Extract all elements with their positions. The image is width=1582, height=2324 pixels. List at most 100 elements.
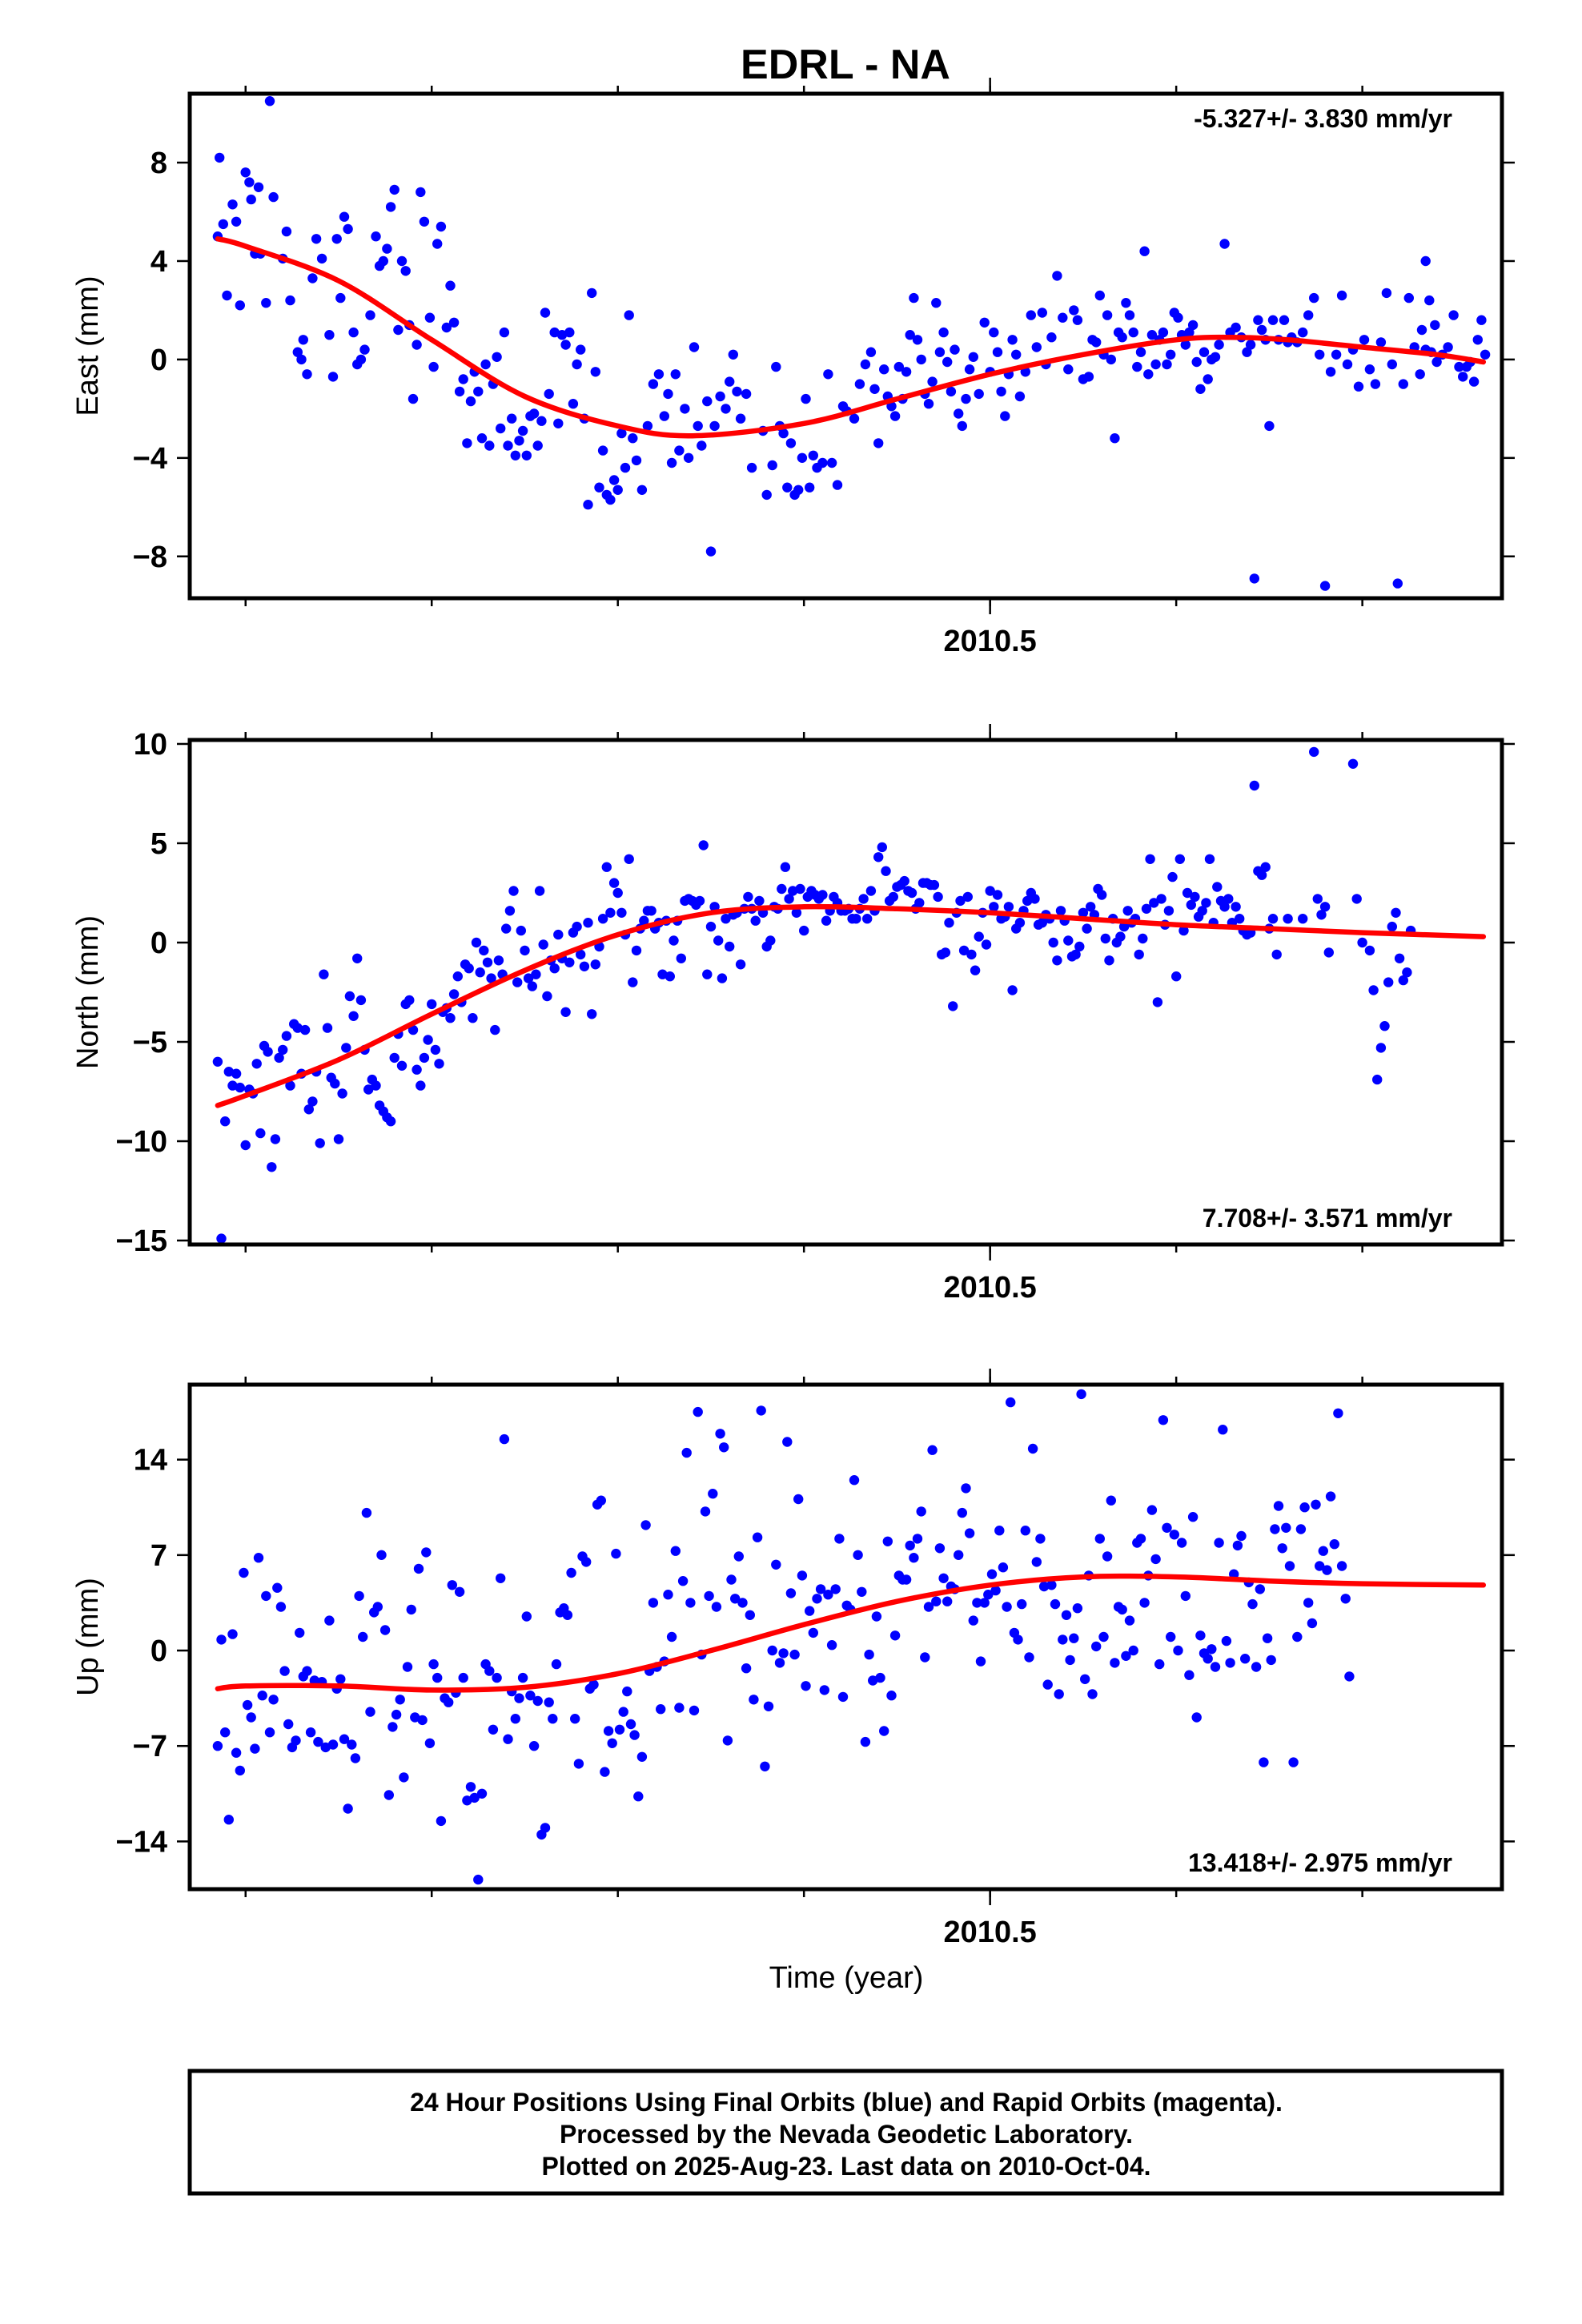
up-data-point xyxy=(1270,1524,1280,1534)
north-data-point xyxy=(299,1024,311,1035)
up-data-point xyxy=(283,1719,294,1730)
north-data-point xyxy=(416,1080,426,1091)
north-data-point xyxy=(590,959,600,970)
east-data-point xyxy=(992,347,1003,357)
north-data-point xyxy=(865,886,877,896)
up-data-point xyxy=(1295,1524,1307,1534)
east-data-point xyxy=(1110,433,1120,444)
up-data-point xyxy=(1094,1534,1106,1544)
north-data-point xyxy=(445,1013,456,1023)
up-data-point xyxy=(864,1649,874,1660)
north-data-point xyxy=(795,883,805,895)
north-data-point xyxy=(504,906,516,916)
north-data-point xyxy=(1379,1021,1390,1031)
east-data-point xyxy=(556,330,568,340)
east-data-point xyxy=(235,300,245,311)
east-data-point xyxy=(1146,330,1158,340)
east-data-point xyxy=(1037,308,1048,318)
up-data-point xyxy=(961,1483,971,1494)
east-data-point xyxy=(564,327,575,338)
east-data-point xyxy=(705,546,717,557)
north-data-point xyxy=(906,887,917,899)
up-data-point xyxy=(998,1562,1009,1573)
north-data-point xyxy=(955,895,966,907)
east-data-point xyxy=(436,221,447,232)
north-data-point xyxy=(881,866,891,876)
north-data-point xyxy=(985,886,995,896)
north-data-point xyxy=(1347,758,1359,769)
east-data-point xyxy=(1094,290,1106,301)
up-data-point xyxy=(1065,1655,1075,1666)
east-data-point xyxy=(1187,320,1199,331)
north-data-point xyxy=(1394,953,1405,964)
up-data-point xyxy=(387,1722,398,1732)
up-data-point xyxy=(763,1701,774,1711)
north-data-point xyxy=(970,965,981,975)
up-data-point xyxy=(525,1691,536,1701)
north-data-point xyxy=(263,1047,273,1057)
east-plot-frame xyxy=(187,91,1504,601)
north-data-point xyxy=(560,1007,571,1018)
up-data-point xyxy=(275,1602,287,1612)
north-data-point xyxy=(281,1031,292,1041)
up-data-point xyxy=(942,1596,953,1606)
up-data-point xyxy=(444,1697,454,1707)
up-data-point xyxy=(633,1791,644,1802)
east-data-point xyxy=(281,226,292,237)
up-data-point xyxy=(860,1736,871,1747)
east-data-point xyxy=(721,404,731,414)
east-data-point xyxy=(327,372,339,382)
north-data-point xyxy=(1197,906,1207,916)
east-data-point xyxy=(642,420,653,432)
up-data-point xyxy=(1303,1598,1314,1608)
up-data-point xyxy=(837,1691,849,1703)
up-data-point xyxy=(741,1663,752,1674)
up-data-point xyxy=(927,1445,938,1455)
east-data-point xyxy=(1430,320,1440,331)
north-data-point xyxy=(572,921,582,932)
up-data-point xyxy=(343,1803,353,1814)
east-data-point xyxy=(1031,342,1042,352)
east-data-point xyxy=(597,445,608,456)
up-data-point xyxy=(629,1730,640,1740)
up-data-point xyxy=(1098,1631,1109,1642)
east-data-point xyxy=(473,386,484,397)
up-data-point xyxy=(1277,1543,1287,1554)
up-data-point xyxy=(562,1610,573,1621)
north-data-point xyxy=(1186,899,1197,911)
north-data-point xyxy=(981,939,992,950)
east-data-point xyxy=(1135,347,1146,357)
east-data-point xyxy=(1063,364,1074,375)
east-y-tick-label: −4 xyxy=(133,442,167,476)
north-data-point xyxy=(292,1023,303,1033)
east-data-point xyxy=(1370,379,1381,389)
up-data-point xyxy=(1128,1645,1138,1656)
north-data-point xyxy=(1003,902,1014,912)
north-data-point xyxy=(1145,854,1155,865)
up-data-point xyxy=(395,1695,405,1705)
panel-north: 2010.5 −15 −10 −5 0 5 10 North (mm) 7.708+/- 3.5… xyxy=(71,724,1515,1305)
north-data-point xyxy=(385,1116,396,1127)
east-data-point xyxy=(1121,298,1131,308)
up-data-point xyxy=(496,1573,506,1584)
north-data-point xyxy=(784,894,794,904)
up-y-tick-label: −14 xyxy=(116,1825,167,1859)
up-data-point xyxy=(261,1590,271,1602)
east-y-tick-label: 0 xyxy=(151,344,167,377)
east-data-point xyxy=(1166,349,1176,360)
east-data-point xyxy=(1364,364,1375,375)
north-data-point xyxy=(1063,935,1074,946)
east-data-point xyxy=(732,386,742,397)
up-data-point xyxy=(771,1559,781,1570)
up-data-point xyxy=(223,1815,234,1825)
up-data-point xyxy=(711,1602,722,1612)
up-data-point xyxy=(365,1707,375,1717)
up-data-point xyxy=(1173,1645,1183,1656)
up-data-point xyxy=(1218,1425,1228,1435)
north-data-point xyxy=(1178,925,1189,936)
up-data-point xyxy=(1110,1658,1120,1668)
east-data-point xyxy=(1102,310,1113,320)
up-data-point xyxy=(227,1629,238,1639)
up-data-point xyxy=(327,1739,339,1750)
north-data-point xyxy=(278,1044,288,1055)
